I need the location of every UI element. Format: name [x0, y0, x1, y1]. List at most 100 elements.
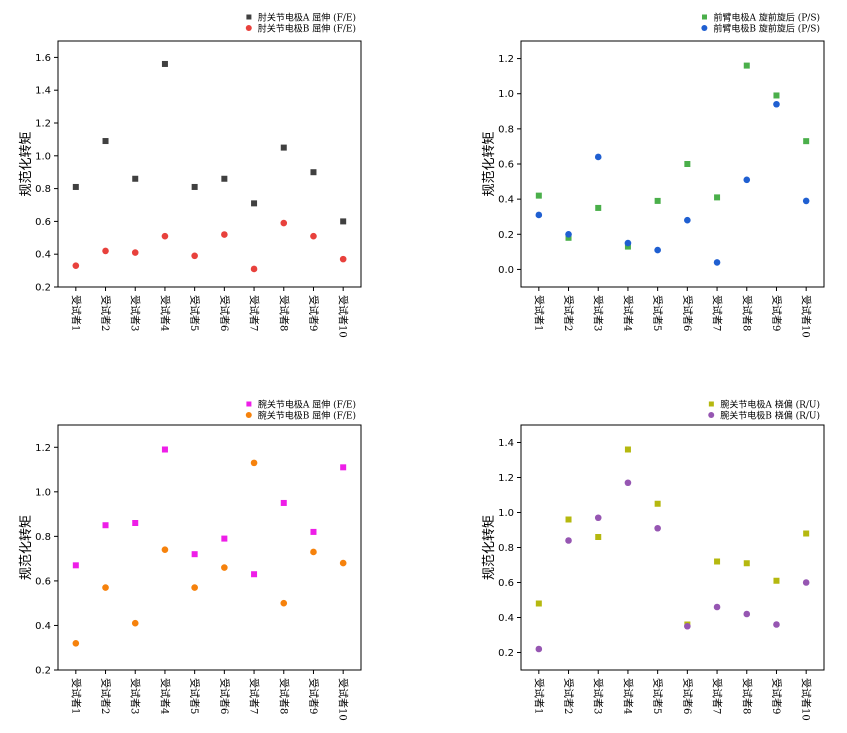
x-tick-label: 受试者5: [188, 295, 201, 331]
plot-area-frame: [520, 424, 825, 671]
y-tick-label: 1.6: [35, 53, 51, 64]
y-tick-label: 0.0: [498, 265, 514, 276]
data-point-square: [132, 520, 139, 526]
data-point-square: [72, 183, 79, 190]
data-point-circle: [654, 246, 661, 254]
data-point-circle: [72, 262, 80, 269]
legend: 肘关节电极A 屈伸 (F/E)肘关节电极B 屈伸 (F/E): [245, 12, 356, 35]
data-point-circle: [161, 232, 169, 240]
data-point-circle: [773, 100, 780, 108]
data-point-square: [595, 204, 602, 211]
data-point-square: [773, 577, 780, 584]
legend-label: 前臂电极A 旋前旋后 (P/S): [714, 12, 821, 24]
data-point-square: [221, 175, 228, 182]
data-point-circle: [684, 216, 691, 224]
data-point-circle: [802, 197, 810, 205]
y-tick-label: 0.6: [35, 576, 51, 587]
data-point-square: [803, 530, 810, 537]
chart-panel-3: 0.2 0.4 0.6 0.8 1.0 1.2 受试者1 受试者2 受试者3 受试者4 受试者5 受试…: [19, 399, 362, 721]
plot-area-frame: [520, 40, 825, 288]
x-tick-label: 受试者1: [69, 295, 82, 331]
x-tick-label: 受试者2: [562, 295, 575, 331]
x-tick-label: 受试者7: [711, 678, 724, 714]
data-point-circle: [713, 259, 721, 266]
data-point-square: [310, 169, 317, 176]
y-tick-label: 1.0: [35, 151, 51, 162]
data-point-circle: [131, 619, 139, 627]
plot-area-frame: [57, 424, 362, 671]
data-point-square: [102, 522, 109, 529]
x-tick-label: 受试者7: [248, 678, 261, 714]
legend-label: 腕关节电极B 桡偏 (R/U): [720, 410, 820, 422]
x-tick-label: 受试者6: [681, 295, 694, 331]
y-tick-label: 0.8: [35, 184, 51, 195]
y-axis-label: 规范化转矩: [19, 515, 34, 580]
x-tick-label: 受试者1: [69, 678, 82, 714]
y-tick-label: 0.4: [498, 195, 514, 206]
data-point-square: [221, 535, 228, 542]
data-point-square: [743, 560, 750, 567]
data-point-square: [535, 192, 542, 199]
data-point-square: [714, 194, 721, 201]
x-tick-label: 受试者8: [740, 678, 753, 714]
y-tick-label: 0.4: [35, 250, 51, 261]
x-tick-label: 受试者9: [307, 295, 320, 331]
data-point-square: [803, 138, 810, 145]
y-tick-label: 0.6: [35, 217, 51, 228]
data-point-circle: [535, 211, 543, 219]
x-tick-label: 受试者8: [277, 678, 290, 714]
data-point-square: [251, 571, 258, 578]
data-point-square: [310, 528, 317, 535]
data-point-circle: [684, 622, 691, 630]
x-tick-label: 受试者5: [651, 295, 664, 331]
y-tick-label: 0.6: [498, 578, 514, 589]
legend-label: 肘关节电极B 屈伸 (F/E): [258, 23, 356, 35]
data-point-square: [191, 183, 198, 190]
legend: 腕关节电极A 桡偏 (R/U)腕关节电极B 桡偏 (R/U): [708, 399, 820, 422]
data-point-circle: [713, 603, 721, 611]
data-point-square: [773, 92, 780, 99]
x-tick-label: 受试者6: [218, 295, 231, 331]
data-point-circle: [310, 548, 317, 556]
legend-label: 前臂电极B 旋前旋后 (P/S): [713, 23, 820, 35]
data-point-circle: [654, 524, 661, 532]
data-point-circle: [773, 621, 780, 628]
data-point-square: [714, 558, 721, 565]
x-tick-label: 受试者2: [99, 295, 112, 331]
y-tick-label: 0.8: [498, 543, 514, 554]
x-tick-label: 受试者4: [621, 295, 634, 331]
data-point-circle: [221, 564, 228, 571]
data-point-square: [624, 243, 631, 250]
data-point-circle: [743, 176, 751, 184]
data-point-circle: [280, 219, 288, 227]
data-point-circle: [565, 537, 572, 544]
data-point-square: [191, 551, 198, 558]
legend-circle-marker: [701, 25, 708, 31]
legend-square-marker: [246, 401, 252, 407]
data-point-square: [102, 138, 109, 145]
data-point-square: [654, 500, 661, 507]
legend-circle-marker: [245, 412, 252, 418]
y-tick-label: 1.4: [498, 438, 514, 449]
legend-square-marker: [246, 14, 252, 20]
data-point-circle: [743, 610, 751, 618]
y-tick-label: 0.4: [498, 613, 514, 624]
x-tick-label: 受试者6: [681, 678, 694, 714]
data-point-square: [72, 562, 79, 569]
data-point-square: [280, 144, 287, 151]
x-tick-label: 受试者9: [770, 678, 783, 714]
data-point-square: [132, 175, 139, 182]
x-tick-label: 受试者1: [532, 295, 545, 331]
data-point-square: [595, 534, 602, 540]
data-point-circle: [624, 239, 632, 247]
data-point-circle: [565, 230, 572, 238]
x-tick-label: 受试者5: [651, 678, 664, 714]
data-point-square: [161, 446, 168, 453]
data-point-square: [565, 516, 572, 523]
x-tick-label: 受试者6: [218, 678, 231, 714]
x-tick-label: 受试者4: [158, 295, 171, 331]
x-tick-label: 受试者4: [158, 678, 171, 714]
data-point-circle: [191, 252, 198, 260]
data-point-circle: [594, 514, 602, 522]
